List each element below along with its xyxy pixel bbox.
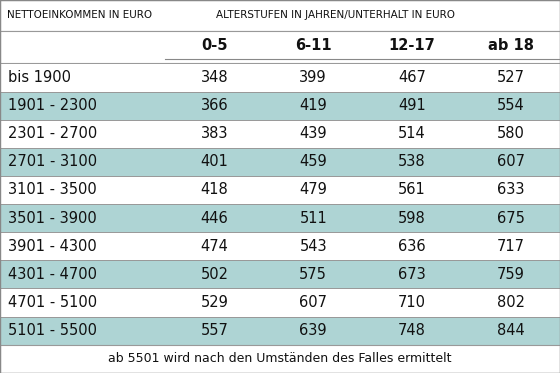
Text: 12-17: 12-17	[389, 38, 435, 53]
Bar	[0, 31, 560, 63]
Text: 639: 639	[300, 323, 327, 338]
Text: 607: 607	[299, 295, 327, 310]
Text: 575: 575	[299, 267, 327, 282]
Text: 580: 580	[497, 126, 525, 141]
Text: 633: 633	[497, 182, 524, 197]
Bar	[0, 345, 560, 373]
Text: 383: 383	[201, 126, 228, 141]
Text: 479: 479	[299, 182, 327, 197]
Text: 502: 502	[200, 267, 228, 282]
Text: 4701 - 5100: 4701 - 5100	[8, 295, 97, 310]
Bar	[0, 288, 560, 317]
Text: 6-11: 6-11	[295, 38, 332, 53]
Bar	[0, 0, 560, 31]
Text: 5101 - 5500: 5101 - 5500	[8, 323, 97, 338]
Text: 348: 348	[200, 70, 228, 85]
Text: ab 18: ab 18	[488, 38, 534, 53]
Bar	[0, 317, 560, 345]
Text: 529: 529	[200, 295, 228, 310]
Text: 538: 538	[398, 154, 426, 169]
Text: 459: 459	[300, 154, 327, 169]
Text: 3101 - 3500: 3101 - 3500	[8, 182, 96, 197]
Text: 467: 467	[398, 70, 426, 85]
Text: 673: 673	[398, 267, 426, 282]
Text: 418: 418	[200, 182, 228, 197]
Text: 399: 399	[300, 70, 327, 85]
Text: 3501 - 3900: 3501 - 3900	[8, 211, 96, 226]
Text: 527: 527	[497, 70, 525, 85]
Text: 554: 554	[497, 98, 525, 113]
Text: 759: 759	[497, 267, 525, 282]
Text: 802: 802	[497, 295, 525, 310]
Text: NETTOEINKOMMEN IN EURO: NETTOEINKOMMEN IN EURO	[7, 10, 152, 20]
Bar	[0, 148, 560, 176]
Text: 1901 - 2300: 1901 - 2300	[8, 98, 97, 113]
Text: 710: 710	[398, 295, 426, 310]
Bar	[0, 91, 560, 120]
Text: 598: 598	[398, 211, 426, 226]
Bar	[0, 63, 560, 91]
Text: 491: 491	[398, 98, 426, 113]
Text: 636: 636	[398, 239, 426, 254]
Text: 557: 557	[200, 323, 228, 338]
Text: 366: 366	[200, 98, 228, 113]
Text: 675: 675	[497, 211, 525, 226]
Text: 511: 511	[300, 211, 327, 226]
Text: 446: 446	[200, 211, 228, 226]
Text: 4301 - 4700: 4301 - 4700	[8, 267, 97, 282]
Text: 748: 748	[398, 323, 426, 338]
Bar	[0, 260, 560, 288]
Bar	[0, 204, 560, 232]
Text: 561: 561	[398, 182, 426, 197]
Text: 401: 401	[200, 154, 228, 169]
Bar	[0, 232, 560, 260]
Text: 844: 844	[497, 323, 525, 338]
Text: 543: 543	[300, 239, 327, 254]
Text: ab 5501 wird nach den Umständen des Falles ermittelt: ab 5501 wird nach den Umständen des Fall…	[108, 352, 452, 365]
Text: 474: 474	[200, 239, 228, 254]
Bar	[0, 176, 560, 204]
Text: 0-5: 0-5	[201, 38, 228, 53]
Text: 717: 717	[497, 239, 525, 254]
Text: 3901 - 4300: 3901 - 4300	[8, 239, 96, 254]
Text: 419: 419	[300, 98, 327, 113]
Text: 514: 514	[398, 126, 426, 141]
Text: bis 1900: bis 1900	[8, 70, 71, 85]
Text: 439: 439	[300, 126, 327, 141]
Bar	[0, 120, 560, 148]
Text: ALTERSTUFEN IN JAHREN/UNTERHALT IN EURO: ALTERSTUFEN IN JAHREN/UNTERHALT IN EURO	[216, 10, 455, 20]
Text: 2701 - 3100: 2701 - 3100	[8, 154, 97, 169]
Text: 607: 607	[497, 154, 525, 169]
Text: 2301 - 2700: 2301 - 2700	[8, 126, 97, 141]
